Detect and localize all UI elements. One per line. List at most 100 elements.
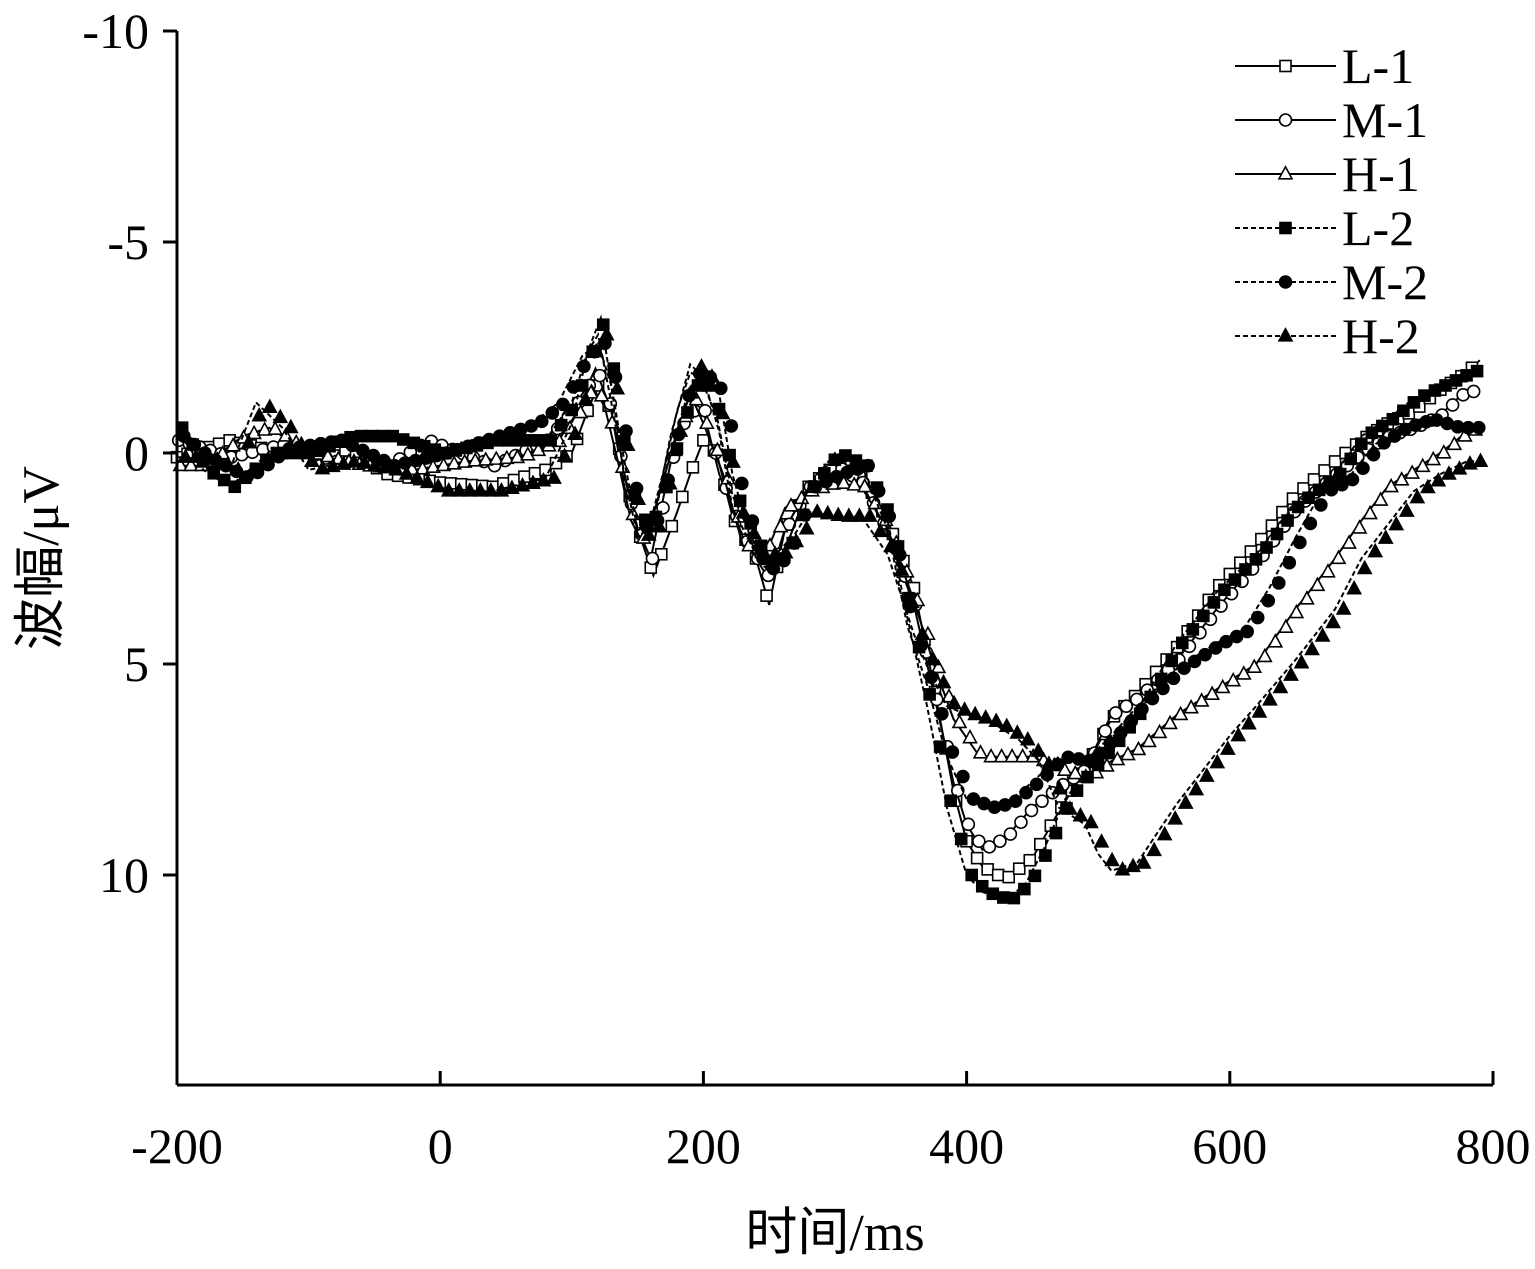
series-point-m-2 bbox=[1345, 472, 1360, 487]
series-point-m-2 bbox=[1166, 671, 1181, 686]
series-point-m-2 bbox=[924, 670, 939, 685]
series-point-h-2 bbox=[188, 448, 204, 463]
series-point-h-2 bbox=[451, 482, 468, 497]
series-point-h-1 bbox=[930, 658, 947, 674]
series-point-h-1 bbox=[993, 747, 1010, 763]
series-point-h-2 bbox=[514, 477, 531, 492]
series-point-h-2 bbox=[556, 447, 573, 462]
series-point-m-2 bbox=[1208, 641, 1223, 655]
series-point-h-2 bbox=[661, 474, 678, 490]
series-point-m-2 bbox=[1124, 714, 1139, 728]
series-point-h-2 bbox=[1041, 755, 1057, 770]
series-point-m-1 bbox=[1466, 384, 1481, 399]
series-point-m-1 bbox=[1108, 706, 1123, 720]
series-point-h-2 bbox=[1314, 627, 1331, 642]
series-point-h-1 bbox=[498, 449, 515, 465]
series-point-m-2 bbox=[945, 745, 960, 759]
series-point-h-2 bbox=[1177, 794, 1194, 809]
series-point-h-2 bbox=[851, 507, 868, 522]
series-point-h-2 bbox=[1388, 515, 1405, 531]
series-point-h-1 bbox=[1351, 519, 1368, 534]
series-point-h-2 bbox=[1441, 465, 1457, 480]
series-point-l-2 bbox=[828, 453, 842, 467]
series-point-m-2 bbox=[1019, 785, 1033, 800]
series-point-h-2 bbox=[1356, 559, 1373, 575]
series-point-h-1 bbox=[1120, 745, 1136, 761]
series-point-m-2 bbox=[187, 437, 202, 452]
series-point-h-2 bbox=[830, 506, 847, 522]
series-point-m-2 bbox=[534, 414, 549, 429]
series-point-h-2 bbox=[1472, 452, 1489, 468]
series-point-h-2 bbox=[293, 435, 310, 451]
series-point-l-2 bbox=[681, 406, 694, 419]
series-point-l-2 bbox=[1070, 784, 1084, 797]
series-point-m-2 bbox=[629, 481, 644, 496]
series-point-m-1 bbox=[1003, 827, 1018, 841]
series-point-l-2 bbox=[965, 868, 979, 882]
series-point-h-2 bbox=[819, 504, 836, 520]
series-point-h-2 bbox=[546, 469, 562, 484]
series-point-h-2 bbox=[1293, 653, 1310, 669]
series-point-l-2 bbox=[1354, 437, 1368, 451]
series-point-h-2 bbox=[1019, 731, 1036, 746]
series-point-m-1 bbox=[1119, 699, 1134, 714]
series-point-m-2 bbox=[1471, 420, 1486, 435]
series-point-l-1 bbox=[665, 519, 679, 533]
legend-label-l-1: L-1 bbox=[1342, 38, 1414, 94]
series-point-h-1 bbox=[256, 421, 273, 436]
series-point-h-2 bbox=[1230, 726, 1247, 742]
series-point-h-2 bbox=[1409, 488, 1426, 504]
series-point-m-1 bbox=[1014, 815, 1028, 830]
series-l-2 bbox=[175, 314, 1484, 905]
series-point-h-2 bbox=[767, 545, 783, 560]
series-point-l-2 bbox=[923, 688, 936, 701]
y-tick-label: 10 bbox=[99, 847, 149, 903]
series-point-h-1 bbox=[1362, 504, 1378, 520]
series-point-h-2 bbox=[1462, 455, 1478, 470]
series-point-l-2 bbox=[954, 832, 968, 846]
series-point-l-1 bbox=[1012, 862, 1026, 875]
series-point-h-2 bbox=[1146, 841, 1162, 857]
series-point-m-2 bbox=[1240, 624, 1254, 639]
series-point-h-2 bbox=[430, 477, 447, 493]
series-point-l-2 bbox=[533, 434, 547, 447]
series-point-h-1 bbox=[1288, 603, 1305, 619]
series-line-l-2 bbox=[176, 314, 1481, 902]
series-point-l-1 bbox=[1023, 853, 1037, 867]
axes-layer bbox=[175, 31, 1493, 1087]
series-point-h-2 bbox=[240, 433, 257, 449]
series-point-h-2 bbox=[1209, 753, 1226, 769]
series-point-h-2 bbox=[704, 368, 720, 383]
series-point-m-2 bbox=[1282, 555, 1297, 570]
legend-label-l-2: L-2 bbox=[1342, 200, 1414, 256]
series-point-m-2 bbox=[566, 380, 581, 394]
series-point-h-2 bbox=[925, 650, 941, 666]
series-point-m-2 bbox=[1261, 593, 1276, 608]
series-point-m-2 bbox=[713, 381, 728, 396]
series-point-l-2 bbox=[1428, 384, 1442, 397]
series-point-l-2 bbox=[1386, 412, 1400, 426]
series-point-l-2 bbox=[365, 429, 378, 443]
series-point-m-2 bbox=[1271, 576, 1286, 590]
series-point-h-2 bbox=[483, 482, 499, 497]
series-point-m-2 bbox=[935, 706, 949, 721]
series-point-l-2 bbox=[1460, 369, 1473, 382]
series-point-h-2 bbox=[461, 482, 478, 497]
series-point-l-2 bbox=[1333, 467, 1347, 481]
series-point-l-2 bbox=[839, 449, 852, 462]
series-point-l-2 bbox=[986, 887, 1000, 901]
series-point-h-1 bbox=[477, 451, 494, 466]
series-point-l-1 bbox=[970, 851, 984, 865]
series-point-h-2 bbox=[1398, 502, 1415, 517]
series-point-h-1 bbox=[983, 747, 999, 763]
series-point-h-1 bbox=[709, 441, 726, 457]
legend-marker-l-1 bbox=[1279, 59, 1292, 73]
series-point-h-2 bbox=[1156, 825, 1173, 841]
series-point-l-2 bbox=[1344, 452, 1358, 466]
series-point-h-2 bbox=[883, 537, 899, 553]
series-point-l-2 bbox=[1197, 609, 1210, 623]
series-point-h-2 bbox=[598, 325, 615, 341]
x-ticks: -200 0 200 400 600 800 bbox=[131, 1071, 1531, 1174]
series-h-2 bbox=[177, 325, 1489, 876]
